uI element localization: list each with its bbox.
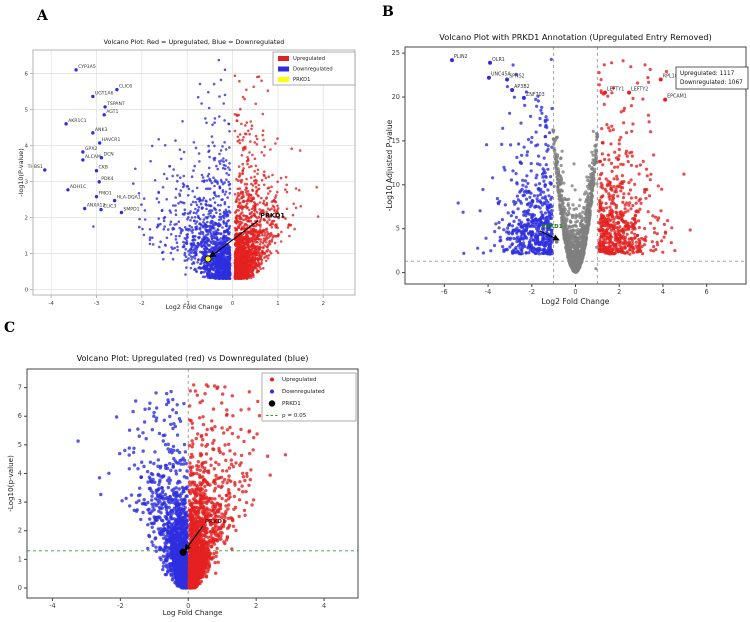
prkd1-point	[179, 548, 187, 556]
gene-label: ZNF703	[526, 92, 545, 98]
gene-label: CKB	[98, 165, 107, 171]
gene-label: UNC45A	[491, 72, 512, 78]
panel-label-b: B	[382, 4, 394, 20]
panel-A-title: Volcano Plot: Red = Upregulated, Blue = …	[104, 38, 285, 46]
svg-text:5: 5	[24, 107, 28, 113]
legend-item-label: Downregulated	[282, 389, 325, 395]
gene-label: UGT1A6	[95, 90, 114, 96]
legend-item-label: Upregulated	[282, 377, 317, 383]
gene-label: RPL18	[663, 73, 678, 79]
gene-label: SPNS2	[509, 73, 525, 79]
panel-label-a: A	[37, 8, 48, 24]
panel-B-xlabel: Log2 Fold Change	[542, 297, 610, 306]
panel-C-prkd1-annotation: PRKD1	[179, 519, 226, 556]
gene-label: LEFTY2	[631, 87, 648, 93]
svg-text:4: 4	[24, 143, 28, 149]
panel-label-c: C	[4, 320, 16, 336]
gene-label: AGT1	[106, 109, 118, 115]
panel-A: CYP3A5 CLIC6 UGT1A6 TSPAN7 AGT1 AKR1C1 ANK3 HAV…	[17, 38, 356, 311]
svg-text:0: 0	[231, 301, 235, 307]
svg-text:-3: -3	[94, 301, 100, 307]
svg-text:2: 2	[24, 216, 28, 222]
panel-A-xlabel: Log2 Fold Change	[165, 303, 222, 311]
svg-text:-4: -4	[48, 301, 54, 307]
gene-label: CLIC3	[103, 204, 116, 210]
gene-label: EPCAM1	[667, 94, 687, 100]
panel-A-ylabel: -log10(P-value)	[17, 148, 25, 196]
gene-label: PDK4	[101, 176, 113, 182]
panel-B-prkd1-annotation: PRKD1	[539, 224, 563, 244]
gene-label: LEFTY1	[607, 87, 624, 93]
gene-label: GPX2	[85, 146, 97, 152]
prkd1-label: PRKD1	[205, 519, 226, 525]
prkd1-label: PRKD1	[542, 224, 563, 230]
gene-label: THBS1	[27, 164, 43, 170]
panel-A-gene-labels: CYP3A5 CLIC6 UGT1A6 TSPAN7 AGT1 AKR1C1 ANK3 HAV…	[27, 64, 293, 215]
svg-text:2: 2	[321, 301, 325, 307]
legend-item-label: PRKD1	[293, 77, 310, 83]
prkd1-arrow	[184, 525, 204, 552]
legend-item-label: Downregulated	[293, 67, 333, 73]
gene-label: PLIN2	[454, 54, 468, 60]
gene-label: SMPD1	[123, 206, 139, 212]
prkd1-point	[554, 240, 559, 244]
gene-label: CYP3A5	[78, 64, 96, 70]
panel-B-points	[456, 57, 692, 274]
gene-label: FMO1	[98, 191, 111, 197]
panel-A-legend: Upregulated Downregulated PRKD1	[272, 51, 356, 86]
panel-C-xlabel: Log Fold Change	[163, 608, 223, 617]
svg-text:-2: -2	[139, 301, 145, 307]
panel-C-points	[76, 383, 288, 590]
panel-B-ylabel: -Log10 Adjusted P-value	[385, 119, 394, 211]
panel-B-annotation-box: Upregulated: 1117 Downregulated: 1067	[675, 66, 749, 90]
annotation-line: Downregulated: 1067	[680, 80, 743, 86]
prkd1-label: PRKD1	[260, 212, 285, 220]
gene-label: AP3B2	[514, 84, 530, 90]
gene-label: TSPAN7	[106, 101, 125, 107]
prkd1-arrow	[209, 220, 259, 258]
panel-C-legend: Upregulated Downregulated PRKD1 p = 0.05	[261, 372, 357, 422]
gene-label: CLIC6	[119, 84, 132, 90]
svg-text:1: 1	[276, 301, 280, 307]
svg-text:0: 0	[24, 288, 28, 294]
legend-item-label: p = 0.05	[282, 413, 307, 419]
gene-label: HAVCR1	[102, 137, 121, 143]
gene-label: AKR1C1	[68, 118, 86, 124]
svg-text:1: 1	[24, 252, 28, 258]
gene-label: DCN	[103, 152, 113, 158]
prkd1-point	[204, 255, 212, 263]
gene-label: ANK3	[95, 127, 108, 133]
panel-A-prkd1-annotation: PRKD1	[204, 212, 285, 263]
gene-label: ANXA13	[87, 203, 106, 209]
gene-label: ALCAM	[85, 154, 101, 160]
svg-text:3: 3	[24, 180, 28, 186]
panel-B-title: Volcano Plot with PRKD1 Annotation (Upre…	[439, 32, 712, 42]
legend-item-label: Upregulated	[293, 56, 325, 62]
prkd1-arrow	[539, 230, 560, 241]
annotation-line: Upregulated: 1117	[680, 71, 735, 77]
panel-A-points	[92, 58, 320, 281]
svg-text:6: 6	[24, 71, 28, 77]
panel-C-title: Volcano Plot: Upregulated (red) vs Downr…	[77, 353, 309, 363]
gene-label: ADH1C	[70, 184, 86, 190]
legend-item-label: PRKD1	[282, 401, 301, 407]
panel-C-ylabel: -Log10(p-value)	[6, 455, 15, 512]
gene-label: HLA-DQA1	[117, 195, 141, 201]
gene-label: OLR1	[492, 57, 505, 63]
